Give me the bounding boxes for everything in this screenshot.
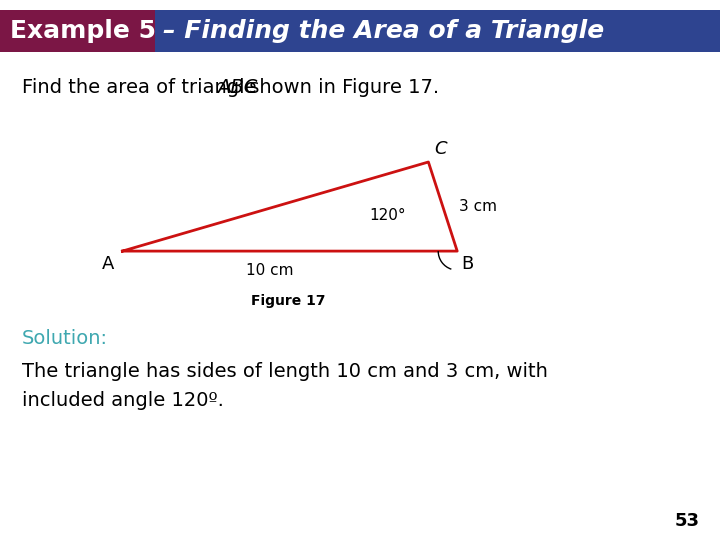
Text: B: B: [462, 255, 474, 273]
Text: 10 cm: 10 cm: [246, 263, 294, 278]
Text: 53: 53: [675, 512, 700, 530]
Text: 3 cm: 3 cm: [459, 199, 497, 214]
Text: Figure 17: Figure 17: [251, 294, 325, 308]
Text: Solution:: Solution:: [22, 329, 108, 348]
Text: Find the area of triangle: Find the area of triangle: [22, 78, 263, 97]
Text: C: C: [434, 140, 447, 158]
Text: A: A: [102, 255, 114, 273]
Text: The triangle has sides of length 10 cm and 3 cm, with: The triangle has sides of length 10 cm a…: [22, 362, 548, 381]
Bar: [155, 10, 720, 52]
Text: – Finding the Area of a Triangle: – Finding the Area of a Triangle: [163, 19, 604, 43]
Text: shown in Figure 17.: shown in Figure 17.: [243, 78, 439, 97]
Bar: [0, 10, 155, 52]
Text: Example 5: Example 5: [10, 19, 156, 43]
Text: included angle 120º.: included angle 120º.: [22, 392, 224, 410]
Text: 120°: 120°: [369, 208, 405, 223]
Text: ABC: ABC: [217, 78, 257, 97]
